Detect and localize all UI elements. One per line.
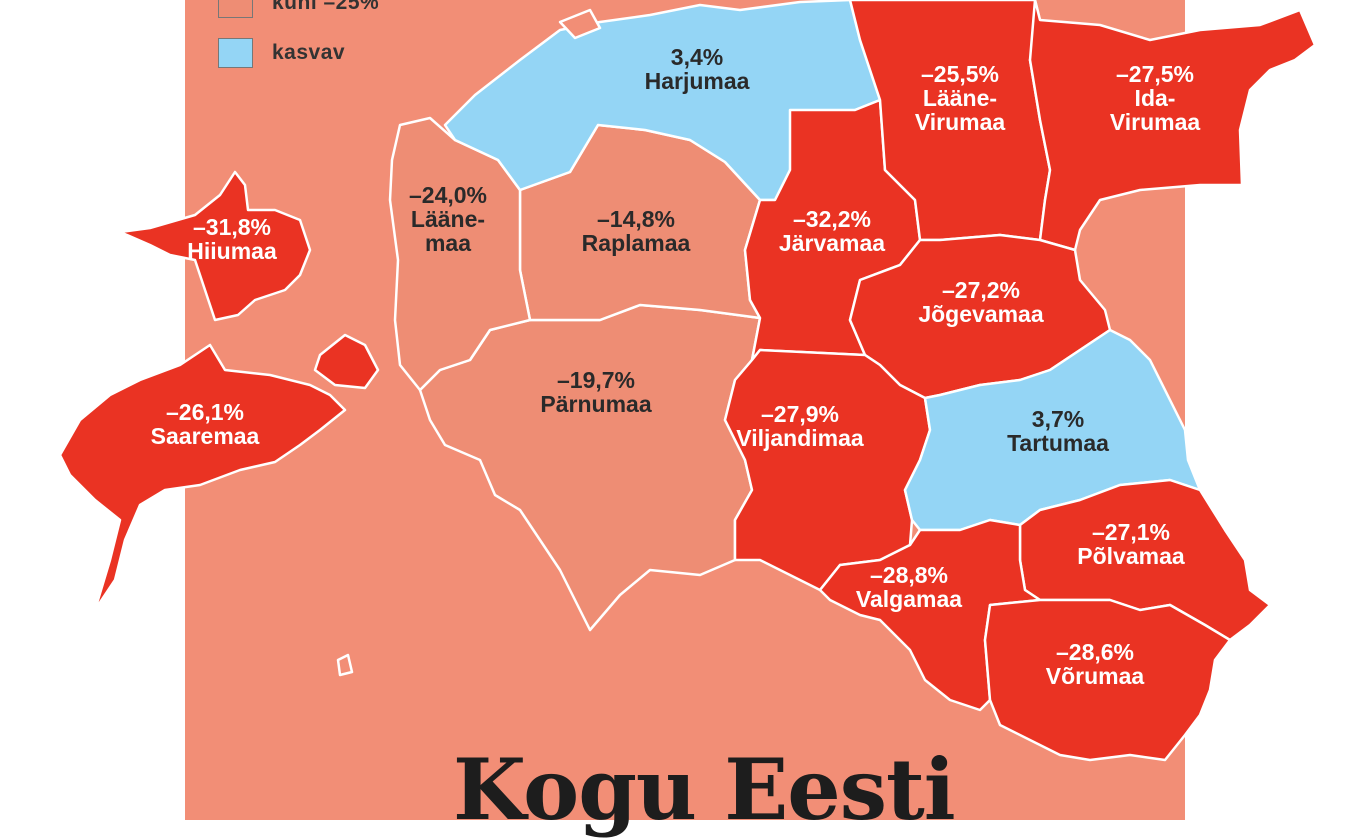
name-valgamaa: Valgamaa: [855, 586, 963, 612]
name-parnumaa: Pärnumaa: [540, 391, 652, 417]
island-muhu[interactable]: [313, 333, 380, 390]
value-jarvamaa: –32,2%: [792, 206, 871, 232]
name-hiiumaa: Hiiumaa: [187, 238, 277, 264]
legend-swatch-growth: [218, 38, 253, 68]
name-polvamaa: Põlvamaa: [1077, 543, 1185, 569]
value-valgamaa: –28,8%: [869, 562, 949, 588]
value-jogevamaa: –27,2%: [941, 277, 1020, 303]
legend-label-growth: kasvav: [272, 41, 346, 64]
name-saaremaa: Saaremaa: [150, 423, 260, 449]
label-ida-virumaa: –27,5% Ida- Virumaa: [1110, 62, 1200, 134]
label-laane-virumaa: –25,5% Lääne- Virumaa: [915, 62, 1005, 134]
value-ida-virumaa: –27,5%: [1115, 61, 1195, 87]
label-vorumaa: –28,6% Võrumaa: [1046, 640, 1144, 688]
island-small-north[interactable]: [558, 8, 602, 40]
value-vorumaa: –28,6%: [1055, 639, 1134, 665]
name-raplamaa: Raplamaa: [581, 230, 691, 256]
value-saaremaa: –26,1%: [165, 399, 245, 425]
legend-swatch-moderate: [218, 0, 253, 18]
name-laanemaa-1: Lääne-: [410, 206, 486, 232]
name-laanemaa-2: maa: [424, 230, 472, 256]
name-vorumaa: Võrumaa: [1045, 663, 1145, 689]
label-hiiumaa: –31,8% Hiiumaa: [187, 215, 276, 263]
legend-label-moderate: kuni –25%: [272, 0, 380, 14]
value-laanemaa: –24,0%: [408, 182, 488, 208]
value-harjumaa: 3,4%: [670, 44, 724, 70]
name-laane-virumaa-1: Lääne-: [922, 85, 998, 111]
value-tartumaa: 3,7%: [1031, 406, 1085, 432]
label-viljandimaa: –27,9% Viljandimaa: [736, 402, 863, 450]
label-jogevamaa: –27,2% Jõgevamaa: [918, 278, 1043, 326]
label-jarvamaa: –32,2% Järvamaa: [779, 207, 885, 255]
name-harjumaa: Harjumaa: [644, 68, 750, 94]
name-ida-virumaa-2: Virumaa: [1109, 109, 1201, 135]
total-title: Kogu Eesti: [453, 740, 956, 839]
value-parnumaa: –19,7%: [556, 367, 635, 393]
label-valgamaa: –28,8% Valgamaa: [856, 563, 962, 611]
value-hiiumaa: –31,8%: [192, 214, 272, 240]
name-laane-virumaa-2: Virumaa: [914, 109, 1006, 135]
name-ida-virumaa-1: Ida-: [1134, 85, 1176, 111]
island-saaremaa[interactable]: [58, 343, 347, 612]
label-raplamaa: –14,8% Raplamaa: [582, 207, 691, 255]
legend-item-growth: kasvav: [218, 38, 345, 68]
name-jarvamaa: Järvamaa: [778, 230, 886, 256]
region-ida-virumaa[interactable]: [1028, 0, 1317, 252]
island-hiiumaa[interactable]: [118, 170, 312, 322]
label-parnumaa: –19,7% Pärnumaa: [540, 368, 651, 416]
label-laanemaa: –24,0% Lääne- maa: [409, 183, 487, 255]
value-viljandimaa: –27,9%: [760, 401, 840, 427]
legend-item-moderate: kuni –25%: [218, 0, 379, 18]
name-viljandimaa: Viljandimaa: [736, 425, 864, 451]
label-harjumaa: 3,4% Harjumaa: [645, 45, 750, 93]
value-polvamaa: –27,1%: [1091, 519, 1170, 545]
island-kihnu[interactable]: [336, 653, 354, 677]
value-laane-virumaa: –25,5%: [920, 61, 1000, 87]
name-tartumaa: Tartumaa: [1007, 430, 1109, 456]
name-jogevamaa: Jõgevamaa: [918, 301, 1044, 327]
label-saaremaa: –26,1% Saaremaa: [151, 400, 260, 448]
estonia-map: [58, 0, 1317, 820]
region-vorumaa[interactable]: [983, 598, 1232, 762]
label-polvamaa: –27,1% Põlvamaa: [1077, 520, 1184, 568]
value-raplamaa: –14,8%: [596, 206, 676, 232]
label-tartumaa: 3,7% Tartumaa: [1007, 407, 1109, 455]
